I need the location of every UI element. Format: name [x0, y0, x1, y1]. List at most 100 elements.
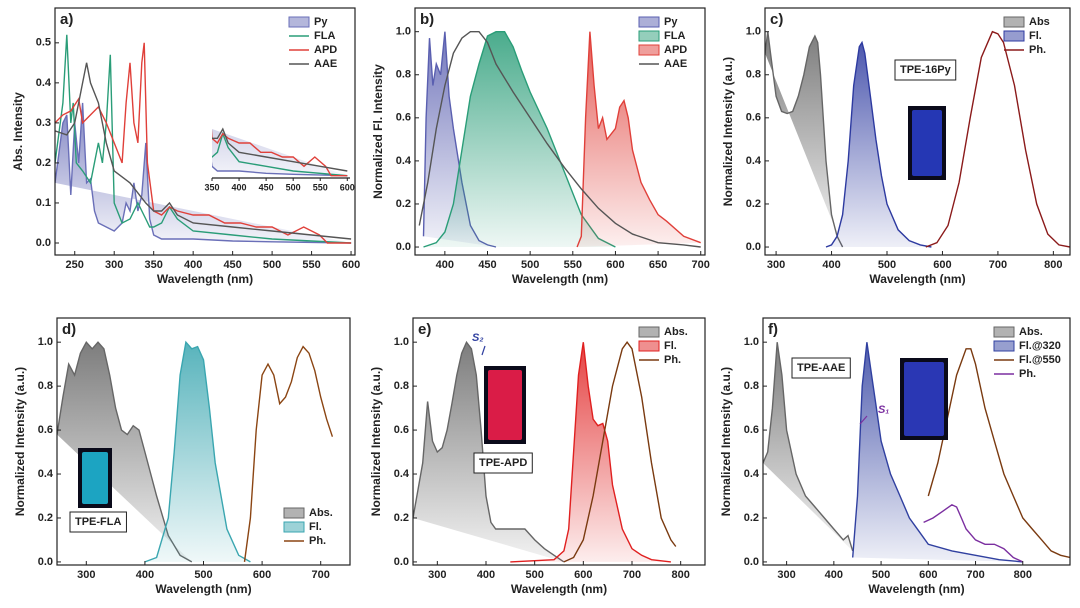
legend-swatch	[1003, 30, 1025, 42]
x-tick-label: 400	[184, 259, 202, 271]
x-tick-label: 700	[312, 569, 330, 581]
y-tick-label: 0.4	[746, 155, 762, 167]
box-label: TPE-AAE	[797, 362, 845, 374]
legend-label: APD	[314, 44, 337, 56]
y-tick-label: 1.0	[746, 26, 761, 38]
panel: 300 400 500 600 700 800 0.0 0.2 0.4 0.6 0.8 1.0 Wave…	[472, 317, 1071, 596]
legend: Abs Fl. Ph.	[1003, 16, 1050, 56]
x-tick-label: 600	[919, 569, 937, 581]
x-tick-label: 400	[136, 569, 154, 581]
annotation-arrow	[859, 415, 868, 425]
legend-label: Ph.	[309, 535, 326, 547]
cuvette	[912, 110, 942, 176]
line-series	[243, 345, 334, 562]
legend: Py FLA APD AAE	[638, 16, 687, 70]
y-tick-label: 0.4	[744, 468, 760, 480]
x-tick-label: 700	[692, 259, 710, 271]
box-label-frame	[69, 511, 127, 533]
legend-label: Ph.	[1029, 44, 1046, 56]
x-tick-label: 800	[671, 569, 689, 581]
legend: Abs. Fl. Ph.	[283, 507, 333, 547]
y-axis-label: Normalized Intensity (a.u.)	[719, 367, 733, 516]
area-series	[413, 340, 565, 563]
inset-x-tick-label: 450	[259, 182, 274, 192]
area-series	[852, 342, 1023, 563]
box-label-frame	[894, 59, 957, 81]
x-axis-label: Wavelength (nm)	[869, 272, 965, 286]
annotation: S₁	[878, 404, 889, 416]
x-tick-label: 250	[66, 259, 84, 271]
y-tick-label: 0.0	[746, 241, 761, 253]
area-series	[423, 31, 616, 248]
legend-label: Abs.	[309, 507, 333, 519]
panel: 300 400 500 600 700 800 0.0 0.2 0.4 0.6 0.8 1.0 Wave…	[369, 317, 706, 596]
y-axis-label: Normalized Fl. Intensity	[371, 64, 385, 199]
y-tick-label: 0.6	[746, 112, 761, 124]
line-series	[563, 341, 677, 563]
legend-label: Fl.@550	[1019, 354, 1061, 366]
legend-swatch	[638, 44, 660, 56]
cuvette	[82, 452, 108, 504]
legend-label: Py	[314, 16, 328, 28]
area-series	[57, 340, 193, 563]
x-tick-label: 300	[767, 259, 785, 271]
legend-label: Fl.	[309, 521, 322, 533]
y-tick-label: 0.0	[744, 556, 759, 568]
area-series	[510, 342, 671, 563]
line-series	[923, 503, 1024, 563]
y-tick-label: 0.8	[38, 380, 53, 392]
x-tick-label: 700	[623, 569, 641, 581]
y-axis-label: Normalized Intensity (a.u.)	[13, 367, 27, 516]
area-series	[765, 31, 844, 248]
y-tick-label: 0.0	[36, 237, 51, 249]
x-tick-label: 600	[606, 259, 624, 271]
x-tick-label: 600	[342, 259, 360, 271]
y-tick-label: 0.6	[396, 112, 411, 124]
line-series	[212, 127, 348, 172]
legend-swatch	[1003, 16, 1025, 28]
legend-swatch	[638, 16, 660, 28]
x-tick-label: 600	[253, 569, 271, 581]
legend-label: Abs	[1029, 16, 1050, 28]
box-label-frame	[791, 357, 851, 379]
legend-label: Fl.@320	[1019, 340, 1061, 352]
legend-label: Py	[664, 16, 678, 28]
line-series	[212, 131, 348, 177]
x-tick-label: 300	[105, 259, 123, 271]
x-tick-label: 450	[478, 259, 496, 271]
x-tick-label: 400	[825, 569, 843, 581]
legend-label: Ph.	[1019, 368, 1036, 380]
legend-label: APD	[664, 44, 687, 56]
line-series	[927, 348, 1070, 559]
y-tick-label: 0.0	[394, 556, 409, 568]
y-tick-label: 0.6	[394, 424, 409, 436]
area-series	[576, 31, 701, 248]
y-tick-label: 0.8	[746, 69, 761, 81]
y-tick-label: 1.0	[38, 336, 53, 348]
panel: 400 450 500 550 600 650 700 0.0 0.2 0.4 0.6 0.8 1.0 W…	[371, 7, 710, 286]
legend: Abs. Fl.@320 Fl.@550 Ph.	[993, 326, 1061, 380]
y-tick-label: 0.6	[744, 424, 759, 436]
panel-label: e)	[418, 321, 431, 338]
panel: 250 300 350 400 450 500 550 600 0.0 0.1 0.2 0.3 0.4 0…	[11, 7, 360, 286]
x-tick-label: 400	[822, 259, 840, 271]
inset-x-tick-label: 400	[232, 182, 247, 192]
legend-swatch	[283, 521, 305, 533]
x-tick-label: 400	[477, 569, 495, 581]
legend-swatch	[993, 326, 1015, 338]
x-tick-label: 500	[521, 259, 539, 271]
legend: Py FLA APD AAE	[288, 16, 337, 70]
annotation: S₂	[472, 332, 484, 344]
legend-label: AAE	[664, 58, 687, 70]
y-tick-label: 0.0	[38, 556, 53, 568]
panel-label: f)	[768, 321, 778, 338]
y-tick-label: 1.0	[394, 336, 409, 348]
x-tick-label: 500	[194, 569, 212, 581]
panel-label: c)	[770, 11, 783, 28]
inset-x-tick-label: 500	[286, 182, 301, 192]
legend: Abs. Fl. Ph.	[638, 326, 688, 366]
legend-label: Fl.	[664, 340, 677, 352]
legend-label: Abs.	[664, 326, 688, 338]
plot-frame	[414, 7, 706, 256]
x-tick-label: 450	[223, 259, 241, 271]
